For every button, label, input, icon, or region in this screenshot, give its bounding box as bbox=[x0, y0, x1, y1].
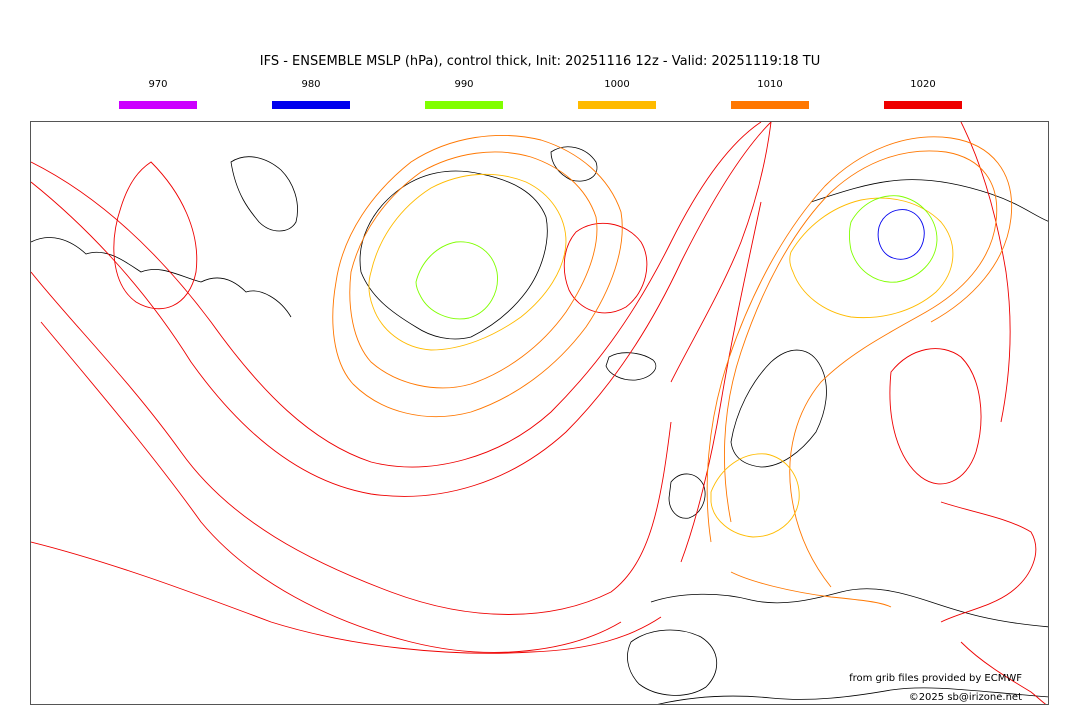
isobar-1020 bbox=[31, 541, 662, 654]
chart-title: IFS - ENSEMBLE MSLP (hPa), control thick… bbox=[259, 54, 821, 69]
coastline-iberia bbox=[627, 629, 718, 696]
legend-swatch bbox=[884, 101, 962, 109]
legend-swatch bbox=[578, 101, 656, 109]
legend-swatch bbox=[731, 101, 809, 109]
coastline-iceland bbox=[605, 352, 657, 381]
isobar-1000 bbox=[789, 197, 954, 319]
coastlines bbox=[31, 146, 1048, 704]
isobar-1020 bbox=[940, 501, 1037, 623]
isobar-contours bbox=[31, 122, 1047, 704]
coastline-europe bbox=[650, 588, 1048, 628]
coastline-greenland bbox=[359, 170, 548, 340]
isobar-1020 bbox=[113, 161, 198, 310]
copyright-credit: ©2025 sb@irizone.net bbox=[908, 692, 1022, 703]
coastline-scandinavia bbox=[730, 349, 827, 468]
isobar-1020 bbox=[31, 122, 762, 468]
coastline-russia-north bbox=[810, 179, 1048, 222]
legend-label: 1010 bbox=[757, 79, 783, 90]
map-canvas bbox=[31, 122, 1048, 704]
isobars-1000 bbox=[368, 173, 954, 538]
legend-item-970: 970 bbox=[119, 78, 197, 112]
legend-item-1020: 1020 bbox=[884, 78, 962, 112]
legend-label: 980 bbox=[301, 79, 321, 90]
legend-label: 1020 bbox=[910, 79, 936, 90]
isobar-1000 bbox=[710, 453, 800, 538]
legend-swatch bbox=[425, 101, 503, 109]
isobar-1020 bbox=[563, 222, 648, 314]
legend-item-1000: 1000 bbox=[578, 78, 656, 112]
isobar-1020 bbox=[960, 122, 1011, 423]
isobar-1020 bbox=[31, 122, 772, 497]
isobar-1010 bbox=[706, 136, 1013, 543]
coastline-north-america bbox=[31, 237, 292, 318]
isobars-990 bbox=[415, 195, 938, 320]
isobar-1020 bbox=[40, 321, 622, 653]
legend-swatch bbox=[119, 101, 197, 109]
isobar-legend: 970 980 990 1000 1010 1020 bbox=[0, 78, 1080, 112]
isobar-1020 bbox=[680, 201, 762, 563]
coastline-arctic-islands bbox=[230, 156, 298, 232]
coastline-north-africa bbox=[657, 687, 1048, 704]
isobar-980 bbox=[877, 209, 925, 260]
isobars-1010 bbox=[332, 135, 1013, 608]
isobars-980 bbox=[877, 209, 925, 260]
coastline-svalbard bbox=[550, 146, 598, 182]
isobar-990 bbox=[415, 241, 498, 320]
map-panel bbox=[30, 121, 1049, 705]
legend-swatch bbox=[272, 101, 350, 109]
isobar-1010 bbox=[730, 571, 892, 608]
isobar-1020 bbox=[960, 641, 1047, 704]
legend-label: 990 bbox=[454, 79, 474, 90]
data-source-credit: from grib files provided by ECMWF bbox=[849, 673, 1022, 684]
coastline-british-isles bbox=[668, 473, 706, 519]
isobar-990 bbox=[849, 195, 938, 283]
isobar-1020 bbox=[889, 348, 982, 485]
isobars-1020 bbox=[31, 122, 1047, 704]
legend-label: 1000 bbox=[604, 79, 630, 90]
isobar-1010 bbox=[723, 150, 998, 588]
legend-item-980: 980 bbox=[272, 78, 350, 112]
legend-item-1010: 1010 bbox=[731, 78, 809, 112]
isobar-1020 bbox=[31, 271, 672, 615]
isobar-1000 bbox=[368, 173, 567, 351]
legend-label: 970 bbox=[148, 79, 168, 90]
isobar-1020 bbox=[670, 122, 772, 383]
legend-item-990: 990 bbox=[425, 78, 503, 112]
isobar-1010 bbox=[349, 151, 598, 389]
isobar-1010 bbox=[332, 135, 623, 418]
